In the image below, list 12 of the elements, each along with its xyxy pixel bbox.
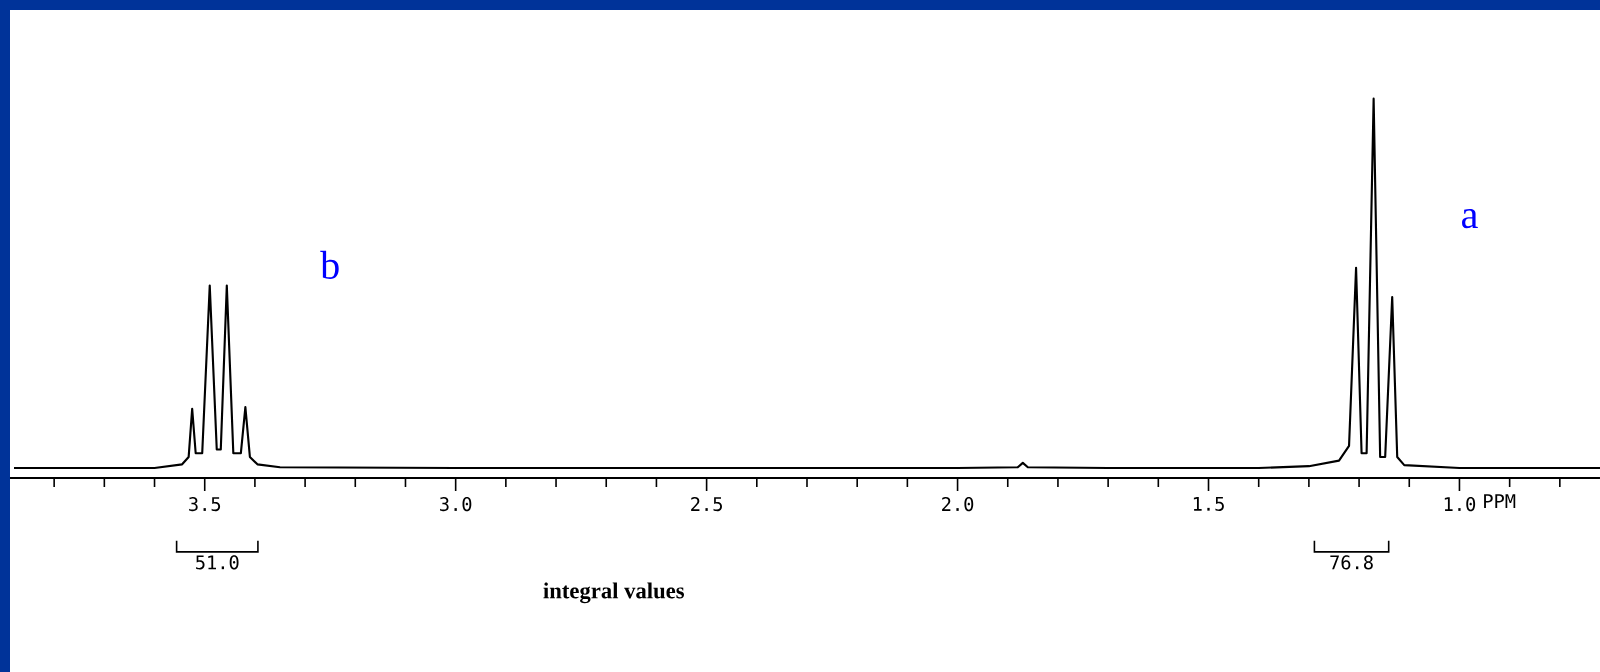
annotation: b bbox=[320, 250, 339, 279]
x-tick-label: 2.0 bbox=[942, 497, 974, 512]
x-axis-title: PPM bbox=[1484, 494, 1516, 508]
text: 76.8 bbox=[1330, 555, 1373, 570]
text: integral values bbox=[543, 582, 685, 604]
x-tick-label: 3.5 bbox=[189, 497, 221, 512]
x-tick-label: 1.5 bbox=[1193, 497, 1224, 511]
x-tick-label: 3.0 bbox=[440, 497, 472, 512]
x-tick-label: 2.5 bbox=[691, 497, 722, 512]
x-tick-label: 1.0 bbox=[1444, 497, 1476, 512]
annotation: a bbox=[1462, 209, 1478, 229]
text: 51.0 bbox=[196, 555, 239, 570]
